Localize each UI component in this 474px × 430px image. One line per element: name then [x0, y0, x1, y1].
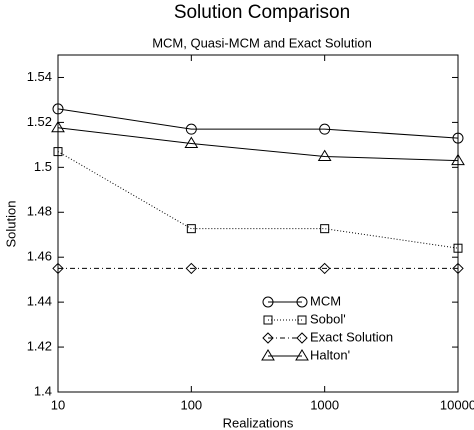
marker	[451, 153, 465, 166]
y-tick-label: 1.5	[34, 159, 52, 174]
marker	[319, 123, 331, 135]
legend-marker	[261, 349, 275, 361]
y-axis-label: Solution	[3, 201, 18, 248]
y-tick-label: 1.4	[34, 383, 52, 398]
x-tick-label: 100	[180, 397, 202, 412]
marker	[186, 224, 196, 234]
series-line	[57, 108, 459, 139]
marker	[453, 243, 463, 253]
marker	[51, 120, 65, 133]
marker	[320, 224, 330, 234]
marker	[318, 262, 331, 275]
marker	[184, 136, 199, 149]
legend-marker	[296, 296, 308, 308]
marker	[452, 262, 464, 275]
plot-frame	[57, 54, 459, 393]
y-tick-label: 1.42	[27, 339, 52, 354]
series-line	[57, 151, 459, 249]
marker	[53, 147, 63, 157]
marker	[185, 123, 197, 135]
x-tick-label: 10000	[440, 397, 474, 412]
legend-label: Sobol'	[310, 311, 346, 326]
legend-marker	[263, 315, 273, 325]
legend-label: Halton'	[310, 347, 350, 362]
legend-marker	[295, 349, 309, 361]
marker	[185, 262, 198, 275]
x-axis-label: Realizations	[223, 415, 294, 430]
marker	[52, 262, 64, 275]
legend-marker	[296, 332, 308, 344]
y-tick-label: 1.46	[27, 249, 52, 264]
series-line	[57, 127, 459, 162]
legend-marker	[297, 315, 307, 325]
marker	[452, 132, 464, 144]
chart-subtitle: MCM, Quasi-MCM and Exact Solution	[152, 35, 372, 50]
y-tick-label: 1.52	[27, 114, 52, 129]
marker	[317, 149, 332, 162]
x-tick-label: 10	[51, 397, 65, 412]
legend-marker	[262, 296, 274, 308]
chart-title: Solution Comparison	[174, 2, 350, 23]
legend-label: MCM	[310, 293, 341, 308]
legend-label: Exact Solution	[310, 329, 393, 344]
x-tick-label: 1000	[310, 397, 339, 412]
y-tick-label: 1.54	[27, 69, 52, 84]
y-tick-label: 1.48	[27, 204, 52, 219]
y-tick-label: 1.44	[27, 294, 52, 309]
legend-marker	[262, 332, 274, 344]
marker	[52, 103, 64, 115]
